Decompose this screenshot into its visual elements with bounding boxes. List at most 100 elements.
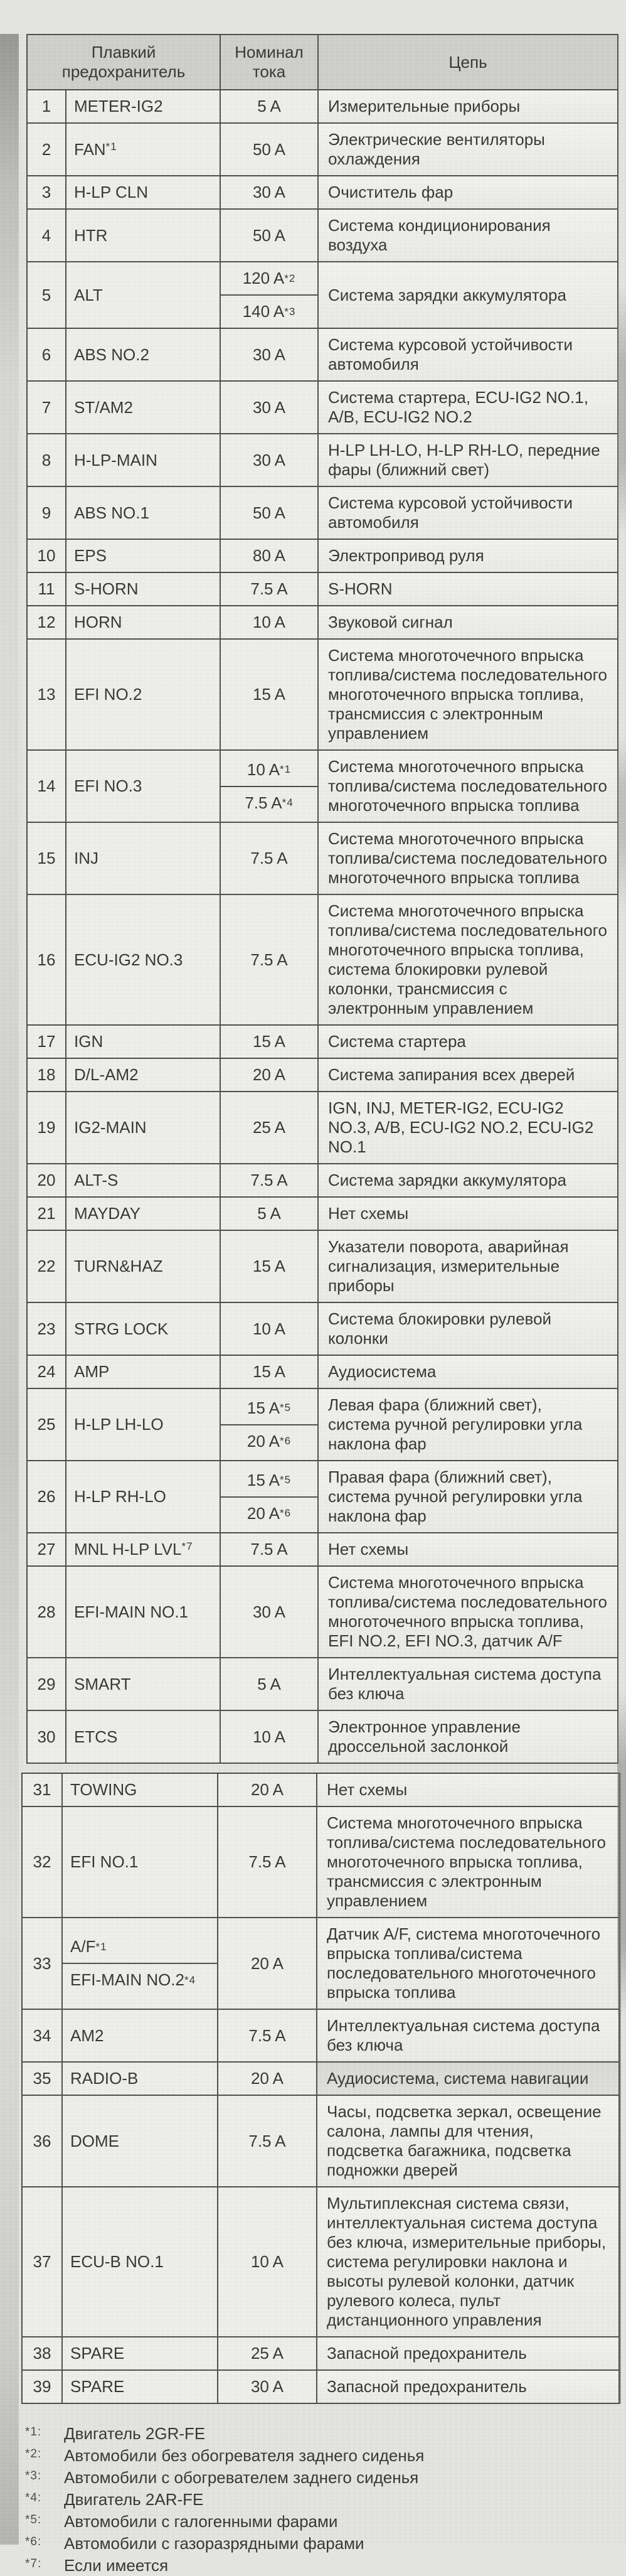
amp-value: 15 A <box>252 685 286 704</box>
footnote-item: *4: Двигатель 2AR-FE <box>25 2489 596 2510</box>
footnote-item: *5: Автомобили с галогенными фарами <box>25 2511 596 2532</box>
amp-rating-cell: 10 A <box>220 1710 319 1764</box>
amp-rating-cell: 7.5 A <box>217 1806 317 1918</box>
amp-rating-cell: 10 A <box>220 1302 319 1356</box>
fuse-name: H-LP RH-LO <box>74 1487 166 1506</box>
table-row: 11 S-HORN 7.5 A S-HORN <box>26 572 618 606</box>
fuse-number: 23 <box>26 1302 66 1356</box>
amp-value: 10 A <box>250 2252 284 2271</box>
amp-value: 30 A <box>252 345 286 364</box>
circuit-cell: Система курсовой устойчивости автомобиля <box>317 328 618 382</box>
fuse-number: 28 <box>26 1565 66 1658</box>
footnote-text: Автомобили с галогенными фарами <box>64 2512 338 2531</box>
fuse-name-cell: H-LP LH-LO <box>65 1388 221 1461</box>
amp-value: 7.5 A <box>250 950 288 969</box>
fuse-number: 7 <box>26 380 66 434</box>
table-row: 2 FAN*1 50 A Электрические вентиляторы охла… <box>26 122 618 176</box>
fuse-name-cell: SPARE <box>61 2336 218 2371</box>
amp-value: 140 A *3 <box>242 302 296 321</box>
footnote-item: *2: Автомобили без обогревателя заднего с… <box>25 2445 596 2466</box>
fuse-name-cell: RADIO-B <box>61 2061 218 2096</box>
fuse-name: IG2-MAIN <box>74 1118 147 1137</box>
fuse-number: 26 <box>26 1460 66 1533</box>
circuit-cell: Запасной предохранитель <box>316 2369 620 2404</box>
circuit-cell: Система многоточечного впрыска топлива/с… <box>317 749 618 823</box>
amp-rating-cell: 7.5 A <box>220 894 319 1026</box>
circuit-cell: Аудиосистема, система навигации <box>316 2061 620 2096</box>
fuse-name: SPARE <box>70 2377 125 2396</box>
fuse-name: ECU-IG2 NO.3 <box>74 950 183 969</box>
fuse-name-cell: H-LP RH-LO <box>65 1460 221 1533</box>
amp-value: 10 A <box>252 1319 286 1338</box>
fuse-name-cell: AM2 <box>61 2009 218 2063</box>
table-row: 1 METER-IG2 5 A Измерительные приборы <box>26 89 618 124</box>
footnote-item: *7: Если имеется <box>25 2555 596 2576</box>
fuse-name: METER-IG2 <box>74 97 163 115</box>
circuit-cell: H-LP LH-LO, H-LP RH-LO, передние фары (б… <box>317 433 618 487</box>
amp-value: 30 A <box>250 2377 284 2396</box>
circuit-cell: Нет схемы <box>316 1773 620 1807</box>
amp-value: 7.5 A <box>250 579 288 598</box>
footnote-marker: *4: <box>25 2491 42 2504</box>
table-row: 39 SPARE 30 A Запасной предохранитель <box>21 2369 620 2404</box>
fuse-name: SMART <box>74 1674 131 1693</box>
amp-value: 25 A <box>252 1118 286 1137</box>
fuse-number: 30 <box>26 1710 66 1764</box>
fuse-name-cell: S-HORN <box>65 572 221 606</box>
fuse-table-bottom: 31 TOWING 20 A Нет схемы 32 EFI NO.1 7.5 A Сист… <box>21 1773 620 2404</box>
circuit-cell: Электропривод руля <box>317 539 618 573</box>
amp-value: 5 A <box>257 1674 281 1693</box>
fuse-name: EFI NO.2 <box>74 685 142 704</box>
amp-rating-cell: 20 A <box>217 1917 317 2010</box>
fuse-number: 5 <box>26 261 66 329</box>
fuse-name: TURN&HAZ <box>74 1257 163 1275</box>
fuse-name-cell: ABS NO.2 <box>65 328 221 382</box>
fuse-number: 31 <box>21 1773 63 1807</box>
fuse-number: 35 <box>21 2061 63 2096</box>
table-row: 25 H-LP LH-LO 15 A *5 20 A *6 Левая фара (ближ… <box>26 1388 618 1461</box>
amp-value: 20 A *6 <box>247 1503 292 1523</box>
fuse-name-cell: TOWING <box>61 1773 218 1807</box>
amp-value: 50 A <box>252 225 286 245</box>
circuit-cell: Система многоточечного впрыска топлива/с… <box>316 1806 620 1918</box>
amp-rating-cell: 50 A <box>220 208 319 262</box>
circuit-cell: Электрические вентиляторы охлаждения <box>317 122 618 176</box>
amp-value: 30 A <box>252 1602 286 1621</box>
fuse-name: RADIO-B <box>70 2069 139 2088</box>
fuse-name-cell: ECU-IG2 NO.3 <box>65 894 221 1026</box>
fuse-number: 14 <box>26 749 66 823</box>
circuit-cell: Запасной предохранитель <box>316 2336 620 2371</box>
fuse-name: H-LP LH-LO <box>74 1415 164 1434</box>
amp-value: 30 A <box>252 397 286 417</box>
fuse-name: HTR <box>74 225 108 245</box>
fuse-name: HORN <box>74 613 122 631</box>
footnote-marker: *1: <box>25 2425 42 2439</box>
table-row: 4 HTR 50 A Система кондиционирования воздух… <box>26 208 618 262</box>
fuse-name: DOME <box>70 2131 119 2150</box>
footnote-text: Автомобили без обогревателя заднего сиде… <box>64 2446 425 2465</box>
amp-value: 50 A <box>252 503 286 522</box>
amp-value: 7.5 A *4 <box>245 793 294 812</box>
amp-rating-cell: 25 A <box>217 2336 317 2371</box>
amp-value: 5 A <box>257 1204 281 1223</box>
table-row: 31 TOWING 20 A Нет схемы <box>21 1773 620 1807</box>
fuse-number: 13 <box>26 638 66 751</box>
amp-rating-cell: 15 A <box>220 1024 319 1059</box>
footnote-text: Двигатель 2GR-FE <box>64 2424 206 2443</box>
fuse-name-cell: EPS <box>65 539 221 573</box>
fuse-name: EFI NO.1 <box>70 1852 139 1871</box>
amp-rating-cell: 7.5 A <box>217 2009 317 2063</box>
table-row: 10 EPS 80 A Электропривод руля <box>26 539 618 573</box>
amp-value: 20 A <box>252 1065 286 1084</box>
amp-value: 30 A <box>252 183 286 201</box>
table-row: 18 D/L-AM2 20 A Система запирания всех двер… <box>26 1058 618 1092</box>
fuse-name-cell: TURN&HAZ <box>65 1230 221 1303</box>
fuse-name: A/F *1 <box>63 1931 217 1964</box>
fuse-number: 6 <box>26 328 66 382</box>
amp-rating-cell: 5 A <box>220 1196 319 1231</box>
fuse-name: ALT-S <box>74 1171 119 1189</box>
circuit-cell: Система курсовой устойчивости автомобиля <box>317 486 618 540</box>
footnotes: *1: Двигатель 2GR-FE *2: Автомобили без обо… <box>25 2423 596 2576</box>
fuse-name: ABS NO.1 <box>74 503 149 522</box>
amp-value: 7.5 A <box>248 1852 286 1871</box>
